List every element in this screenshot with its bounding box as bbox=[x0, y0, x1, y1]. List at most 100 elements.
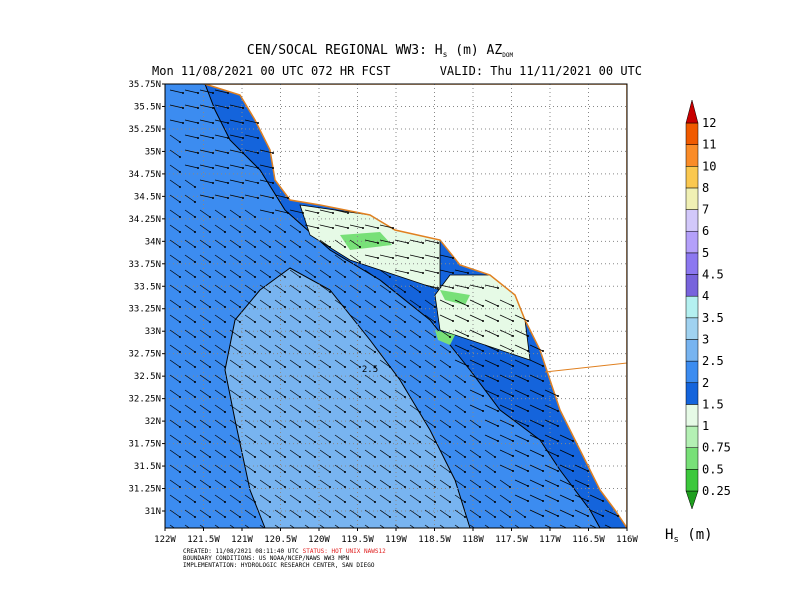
arrow bbox=[304, 404, 316, 413]
arrow-head bbox=[227, 182, 229, 184]
arrow bbox=[334, 314, 346, 323]
arrow bbox=[274, 419, 286, 428]
arrow bbox=[349, 329, 361, 338]
arrow bbox=[199, 434, 211, 443]
title-sub: DOM bbox=[502, 52, 513, 59]
footer: BOUNDARY CONDITIONS: US NOAA/NCEP/NAWS W… bbox=[183, 555, 350, 562]
arrow bbox=[334, 449, 346, 458]
arrow bbox=[409, 404, 421, 413]
arrow-head bbox=[329, 396, 331, 398]
arrow-head bbox=[179, 261, 181, 263]
arrow-head bbox=[257, 152, 259, 154]
arrow-head bbox=[389, 336, 391, 338]
arrow bbox=[274, 404, 286, 413]
arrow bbox=[229, 509, 241, 518]
arrow bbox=[469, 449, 481, 458]
lon-label: 118W bbox=[462, 535, 484, 545]
title-text: (m) AZ bbox=[447, 43, 502, 58]
arrow bbox=[319, 524, 325, 528]
arrow bbox=[484, 509, 496, 518]
arrow-head bbox=[449, 396, 451, 398]
arrow-head bbox=[557, 455, 559, 457]
arrow-head bbox=[419, 291, 421, 293]
arrow-head bbox=[557, 485, 559, 487]
arrow bbox=[199, 449, 211, 458]
arrow bbox=[244, 119, 259, 124]
arrow-head bbox=[467, 320, 469, 322]
arrow bbox=[319, 479, 331, 488]
arrow bbox=[319, 329, 331, 338]
arrow bbox=[469, 344, 484, 352]
arrow-head bbox=[299, 366, 301, 368]
arrow bbox=[199, 509, 211, 518]
arrow bbox=[574, 494, 589, 502]
arrow-head bbox=[557, 530, 559, 532]
arrow bbox=[499, 359, 514, 367]
colorbar-label: 7 bbox=[702, 203, 709, 217]
arrow bbox=[589, 494, 604, 502]
arrow bbox=[229, 269, 241, 278]
arrow bbox=[184, 89, 199, 94]
arrow bbox=[319, 494, 331, 503]
arrow bbox=[319, 449, 331, 458]
arrow-head bbox=[344, 276, 346, 278]
arrow-head bbox=[344, 486, 346, 488]
arrow bbox=[499, 449, 514, 457]
arrow bbox=[589, 524, 598, 528]
arrow-head bbox=[212, 152, 214, 154]
arrow-head bbox=[344, 471, 346, 473]
arrow-head bbox=[434, 456, 436, 458]
arrow bbox=[199, 239, 211, 248]
arrow-head bbox=[269, 486, 271, 488]
arrow bbox=[319, 224, 334, 229]
arrow-head bbox=[314, 501, 316, 503]
arrow bbox=[319, 254, 331, 263]
arrow-head bbox=[359, 261, 361, 263]
arrow-head bbox=[344, 291, 346, 293]
arrow bbox=[349, 449, 361, 458]
arrow-head bbox=[389, 456, 391, 458]
arrow bbox=[214, 389, 226, 398]
arrow-head bbox=[212, 167, 214, 169]
arrow bbox=[484, 314, 499, 322]
arrow bbox=[439, 434, 451, 443]
arrow bbox=[259, 419, 271, 428]
arrow bbox=[184, 314, 196, 323]
arrow-head bbox=[539, 531, 541, 533]
colorbar-segment bbox=[685, 447, 699, 470]
arrow bbox=[514, 464, 529, 472]
arrow bbox=[424, 419, 436, 428]
arrow bbox=[484, 479, 496, 488]
arrow bbox=[454, 419, 466, 428]
arrow-head bbox=[359, 276, 361, 278]
arrow-head bbox=[389, 366, 391, 368]
arrow bbox=[244, 524, 250, 528]
arrow-head bbox=[239, 471, 241, 473]
arrow bbox=[394, 314, 406, 323]
arrow bbox=[469, 494, 481, 503]
arrow-head bbox=[299, 276, 301, 278]
arrow bbox=[364, 299, 376, 308]
arrow bbox=[229, 464, 241, 473]
lat-label: 33.5N bbox=[134, 282, 161, 292]
arrow-head bbox=[434, 396, 436, 398]
arrow bbox=[559, 479, 574, 487]
arrow-head bbox=[452, 257, 454, 259]
arrow bbox=[484, 284, 499, 289]
arrow-head bbox=[224, 411, 226, 413]
arrow-head bbox=[284, 351, 286, 353]
arrow-head bbox=[494, 486, 496, 488]
arrow bbox=[424, 359, 436, 368]
arrow-head bbox=[239, 516, 241, 518]
arrow bbox=[199, 164, 214, 169]
arrow-head bbox=[407, 242, 409, 244]
unit-sub: s bbox=[673, 535, 678, 545]
arrow-head bbox=[254, 336, 256, 338]
arrow bbox=[514, 389, 529, 397]
arrow bbox=[169, 419, 181, 428]
arrow-head bbox=[179, 231, 181, 233]
arrow-head bbox=[437, 287, 439, 289]
arrow-head bbox=[299, 426, 301, 428]
arrow-head bbox=[269, 336, 271, 338]
arrow bbox=[184, 494, 196, 503]
